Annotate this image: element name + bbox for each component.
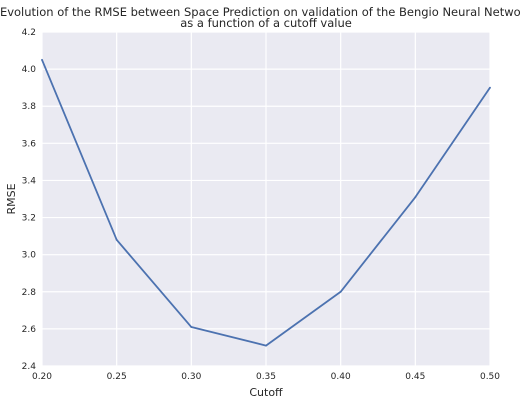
- y-tick-label: 2.6: [22, 325, 37, 335]
- data-point: [265, 344, 267, 347]
- data-series: [41, 58, 491, 347]
- data-point: [414, 196, 417, 199]
- y-tick-label: 3.0: [22, 251, 37, 261]
- y-tick-label: 4.2: [22, 28, 36, 38]
- x-tick-label: 0.50: [480, 372, 500, 382]
- data-point: [190, 326, 193, 328]
- chart-title: Evolution of the RMSE between Space Pred…: [0, 5, 520, 19]
- x-axis-label: Cutoff: [249, 386, 283, 399]
- y-tick-label: 4.0: [22, 65, 37, 75]
- x-tick-label: 0.45: [405, 372, 425, 382]
- x-tick-label: 0.40: [331, 372, 351, 382]
- chart-subtitle: as a function of a cutoff value: [180, 16, 352, 30]
- y-tick-label: 3.6: [22, 139, 37, 149]
- y-tick-labels: 2.4 2.6 2.8 3.0 3.2 3.4 3.6 3.8 4.0 4.2: [22, 28, 37, 372]
- y-tick-label: 3.4: [22, 176, 37, 186]
- data-point: [41, 58, 43, 61]
- y-axis-label: RMSE: [5, 183, 18, 214]
- y-tick-label: 3.8: [22, 102, 37, 112]
- x-tick-label: 0.35: [256, 372, 276, 382]
- y-tick-label: 2.8: [22, 288, 37, 298]
- x-tick-label: 0.30: [181, 372, 201, 382]
- grid-lines: [41, 31, 491, 367]
- y-tick-label: 2.4: [22, 362, 37, 372]
- x-tick-labels: 0.20 0.25 0.30 0.35 0.40 0.45 0.50: [32, 372, 500, 382]
- x-tick-label: 0.20: [32, 372, 52, 382]
- x-tick-label: 0.25: [107, 372, 127, 382]
- data-point: [115, 238, 118, 241]
- data-point: [489, 86, 491, 89]
- y-tick-label: 3.2: [22, 214, 36, 224]
- data-point: [339, 290, 342, 293]
